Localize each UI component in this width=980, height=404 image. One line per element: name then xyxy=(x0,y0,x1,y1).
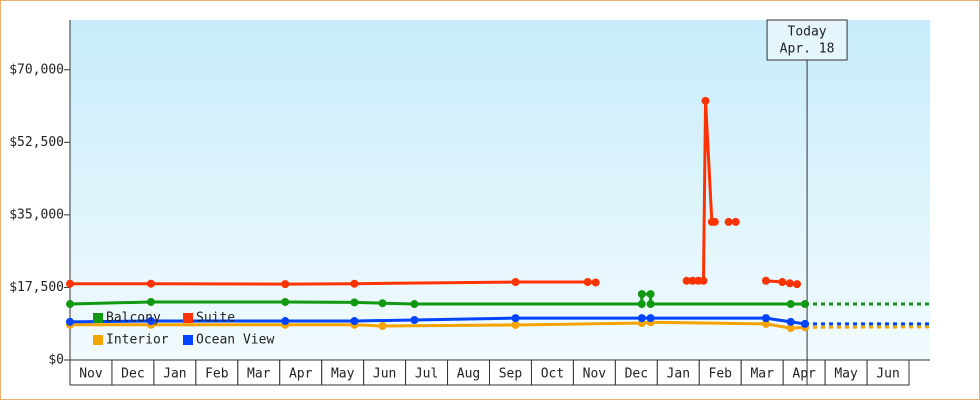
price-point xyxy=(350,280,358,288)
price-point xyxy=(638,300,646,308)
price-point xyxy=(801,320,809,328)
legend-swatch xyxy=(183,335,193,345)
legend-label: Ocean View xyxy=(196,333,274,348)
today-label: Today xyxy=(788,25,827,40)
price-point xyxy=(638,290,646,298)
price-point xyxy=(725,218,733,226)
x-tick-label: Oct xyxy=(541,367,564,382)
price-point xyxy=(787,300,795,308)
y-tick-label: $52,500 xyxy=(9,135,64,150)
x-tick-label: Dec xyxy=(121,367,144,382)
x-tick-label: Nov xyxy=(79,367,103,382)
today-label: Apr. 18 xyxy=(780,42,835,57)
x-tick-label: Feb xyxy=(709,367,733,382)
price-point xyxy=(66,318,74,326)
legend-swatch xyxy=(93,335,103,345)
x-tick-label: Jan xyxy=(163,367,186,382)
price-point xyxy=(350,298,358,306)
x-tick-label: Mar xyxy=(247,367,271,382)
price-point xyxy=(762,314,770,322)
y-tick-label: $70,000 xyxy=(9,62,64,77)
x-tick-label: Jul xyxy=(415,367,438,382)
legend-swatch xyxy=(183,313,193,323)
price-point xyxy=(711,218,719,226)
x-tick-label: Dec xyxy=(625,367,648,382)
price-point xyxy=(647,314,655,322)
price-point xyxy=(281,280,289,288)
price-point xyxy=(592,278,600,286)
price-point xyxy=(512,278,520,286)
price-point xyxy=(281,317,289,325)
price-point xyxy=(512,314,520,322)
price-point xyxy=(762,277,770,285)
legend-swatch xyxy=(93,313,103,323)
price-point xyxy=(379,322,387,330)
price-point xyxy=(732,218,740,226)
plot-area xyxy=(70,20,930,360)
price-point xyxy=(147,280,155,288)
price-point xyxy=(778,278,786,286)
legend-label: Suite xyxy=(196,311,235,326)
x-tick-label: Apr xyxy=(289,367,313,382)
x-tick-label: Feb xyxy=(205,367,229,382)
x-tick-label: Aug xyxy=(457,367,480,382)
x-tick-label: Jun xyxy=(876,367,899,382)
x-tick-label: Jan xyxy=(667,367,690,382)
y-tick-label: $35,000 xyxy=(9,207,64,222)
price-point xyxy=(647,290,655,298)
price-point xyxy=(350,317,358,325)
price-point xyxy=(379,299,387,307)
x-tick-label: Sep xyxy=(499,367,523,382)
price-point xyxy=(801,300,809,308)
price-point xyxy=(281,298,289,306)
price-point xyxy=(410,316,418,324)
price-point xyxy=(793,280,801,288)
legend-label: Interior xyxy=(106,333,169,348)
x-tick-label: Jun xyxy=(373,367,396,382)
price-point xyxy=(66,300,74,308)
price-point xyxy=(699,277,707,285)
price-point xyxy=(786,279,794,287)
price-point xyxy=(147,298,155,306)
x-tick-label: May xyxy=(834,367,858,382)
y-tick-label: $0 xyxy=(48,353,64,368)
x-tick-label: May xyxy=(331,367,355,382)
x-tick-label: Mar xyxy=(750,367,774,382)
price-point xyxy=(787,318,795,326)
y-tick-label: $17,500 xyxy=(9,280,64,295)
legend-label: Balcony xyxy=(106,311,161,326)
price-point xyxy=(66,280,74,288)
x-tick-label: Apr xyxy=(792,367,816,382)
price-point xyxy=(584,278,592,286)
price-point xyxy=(638,314,646,322)
x-tick-label: Nov xyxy=(583,367,607,382)
price-point xyxy=(512,321,520,329)
price-point xyxy=(410,300,418,308)
price-point xyxy=(702,97,710,105)
price-point xyxy=(647,300,655,308)
